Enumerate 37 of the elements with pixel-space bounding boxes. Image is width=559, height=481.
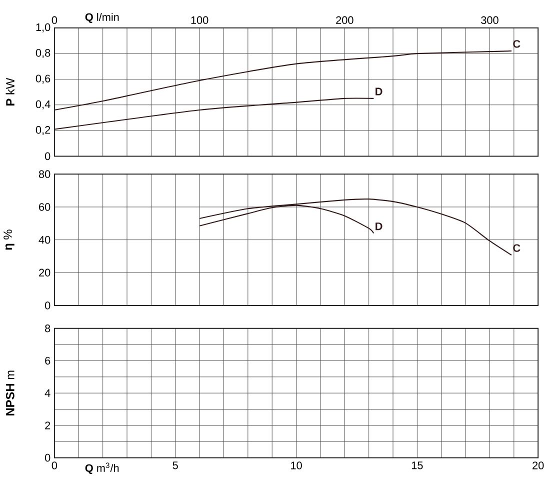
series-label: D (376, 222, 382, 230)
y-tick-label: 40 (38, 236, 50, 244)
y-tick-label: 1,0 (36, 24, 50, 33)
y-tick-label: 0 (44, 152, 50, 160)
series-label: C (513, 40, 520, 48)
y-axis-title: NPSH m (6, 370, 14, 416)
x-tick-label: 0 (52, 462, 58, 470)
series-label: C (513, 244, 520, 252)
x2-tick-label: 0 (52, 16, 58, 24)
y-tick-label: 0,4 (36, 100, 50, 110)
y-tick-label: 8 (45, 324, 50, 332)
x-axis-title: Q m$^{3}$/h (85, 462, 119, 474)
line-series (54, 98, 374, 130)
x-tick-label: 10 (291, 462, 302, 470)
y-tick-label: 4 (44, 390, 50, 397)
x2-tick-label: 300 (481, 16, 498, 24)
x2-tick-label: 200 (336, 16, 354, 24)
y-tick-label: 0 (44, 454, 50, 462)
x-tick-label: 5 (172, 462, 178, 470)
y-tick-label: 20 (39, 268, 50, 277)
line-series (199, 198, 512, 256)
x-tick-label: 20 (532, 462, 544, 470)
y-tick-label: 60 (39, 203, 50, 212)
y-tick-label: 6 (45, 357, 50, 365)
y-tick-label: 0,6 (36, 74, 50, 84)
y-tick-label: 0 (44, 302, 50, 310)
y-tick-label: 2 (45, 422, 50, 430)
y-tick-label: 0,8 (36, 49, 50, 58)
y-tick-label: 0,2 (36, 126, 50, 136)
y-axis-title: P kW (6, 78, 14, 106)
x2-axis-title: Q l/min (85, 13, 119, 24)
series-label: D (376, 88, 382, 96)
x-tick-label: 15 (412, 462, 423, 470)
line-series (54, 50, 512, 111)
y-tick-label: 80 (38, 170, 50, 178)
y-axis-title: η % (4, 230, 14, 250)
x2-tick-label: 100 (191, 16, 208, 24)
